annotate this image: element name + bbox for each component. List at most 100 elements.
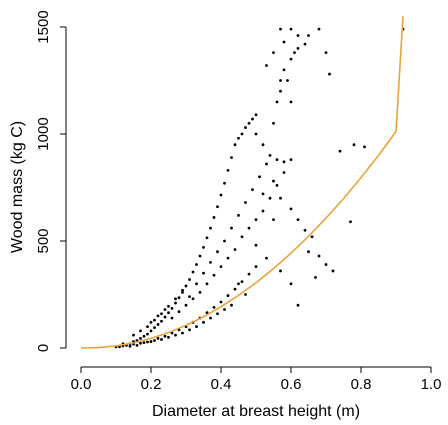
data-point-71 — [216, 250, 219, 254]
data-point-38 — [254, 113, 258, 117]
data-point-98 — [282, 171, 286, 174]
data-point-19 — [188, 278, 191, 281]
data-point-46 — [170, 331, 174, 335]
data-point-77 — [258, 175, 261, 179]
data-point-96 — [268, 196, 272, 200]
data-point-116 — [265, 64, 268, 67]
data-point-154 — [209, 316, 212, 320]
data-point-102 — [282, 68, 286, 72]
data-point-56 — [240, 280, 244, 284]
data-point-51 — [205, 311, 209, 315]
data-point-36 — [247, 121, 251, 125]
data-point-85 — [191, 297, 195, 301]
data-point-124 — [289, 158, 293, 162]
x-tick-label-0: 0.0 — [71, 376, 92, 393]
data-point-12 — [163, 315, 167, 319]
data-point-144 — [328, 72, 331, 76]
fit-curve-layer — [80, 16, 404, 349]
data-point-63 — [160, 312, 163, 316]
data-point-147 — [265, 256, 268, 260]
data-point-111 — [307, 34, 310, 37]
data-point-149 — [237, 282, 240, 286]
data-point-58 — [254, 265, 258, 269]
data-point-75 — [244, 201, 247, 204]
data-point-32 — [233, 143, 237, 147]
data-point-78 — [265, 162, 268, 166]
data-point-34 — [240, 132, 244, 136]
data-point-140 — [352, 143, 356, 147]
data-point-103 — [286, 79, 289, 82]
data-point-99 — [272, 121, 275, 125]
data-point-72 — [223, 239, 226, 243]
y-tick-label-1: 500 — [35, 228, 52, 253]
x-tick-labels: 0.0 0.2 0.4 0.6 0.8 1.0 — [71, 376, 442, 393]
data-point-10 — [156, 323, 160, 326]
data-point-26 — [212, 216, 216, 219]
data-point-135 — [289, 282, 293, 286]
data-point-6 — [142, 334, 146, 338]
x-tick-label-2: 0.4 — [211, 376, 232, 393]
data-point-86 — [198, 290, 202, 294]
data-point-66 — [181, 288, 184, 292]
data-point-44 — [156, 336, 160, 340]
y-tick-labels: 0 500 1000 1500 — [35, 10, 52, 352]
data-point-128 — [289, 207, 293, 211]
data-point-28 — [219, 193, 223, 197]
data-point-112 — [317, 27, 321, 31]
data-point-100 — [275, 100, 279, 104]
y-axis: 0 500 1000 1500 Wood mass (kg C) — [9, 10, 67, 352]
data-point-155 — [202, 320, 205, 324]
data-point-91 — [233, 248, 237, 251]
data-point-15 — [174, 301, 177, 305]
data-point-92 — [240, 235, 244, 239]
data-point-67 — [188, 295, 191, 299]
data-point-117 — [279, 89, 282, 93]
data-point-25 — [209, 226, 212, 230]
data-point-70 — [209, 261, 212, 264]
data-point-148 — [279, 269, 282, 273]
data-point-134 — [331, 269, 335, 273]
data-point-164 — [139, 341, 142, 345]
fit-curve — [80, 16, 404, 349]
y-tick-label-2: 1000 — [35, 117, 52, 150]
data-point-43 — [149, 340, 153, 343]
data-point-55 — [233, 287, 237, 291]
data-point-106 — [296, 47, 300, 50]
data-point-79 — [149, 320, 153, 324]
data-point-20 — [191, 270, 195, 274]
data-point-69 — [202, 271, 205, 275]
data-point-5 — [139, 336, 142, 340]
data-point-127 — [279, 196, 282, 200]
data-point-42 — [142, 341, 146, 345]
data-point-105 — [293, 51, 296, 55]
data-point-163 — [146, 340, 149, 344]
data-point-18 — [184, 284, 188, 288]
data-point-83 — [177, 310, 181, 314]
data-point-82 — [170, 316, 174, 320]
data-point-115 — [272, 51, 275, 55]
data-point-138 — [314, 275, 317, 279]
data-point-30 — [226, 168, 230, 172]
data-point-162 — [153, 339, 156, 342]
y-tick-label-0: 0 — [35, 344, 52, 352]
data-point-107 — [282, 40, 286, 44]
data-point-40 — [128, 344, 132, 348]
data-point-152 — [223, 308, 226, 311]
y-ticks — [60, 26, 66, 349]
data-point-131 — [310, 235, 314, 239]
data-point-89 — [219, 265, 223, 269]
data-point-81 — [163, 308, 167, 311]
data-point-126 — [261, 192, 265, 196]
data-point-94 — [254, 218, 258, 222]
data-point-65 — [174, 297, 177, 301]
data-point-33 — [237, 136, 240, 140]
data-point-37 — [251, 117, 254, 121]
x-tick-label-5: 1.0 — [421, 376, 442, 393]
data-point-54 — [226, 294, 230, 297]
data-point-156 — [195, 325, 198, 328]
data-point-125 — [272, 179, 275, 183]
data-point-151 — [230, 303, 233, 307]
data-point-16 — [177, 296, 181, 300]
x-tick-label-3: 0.6 — [281, 376, 302, 393]
